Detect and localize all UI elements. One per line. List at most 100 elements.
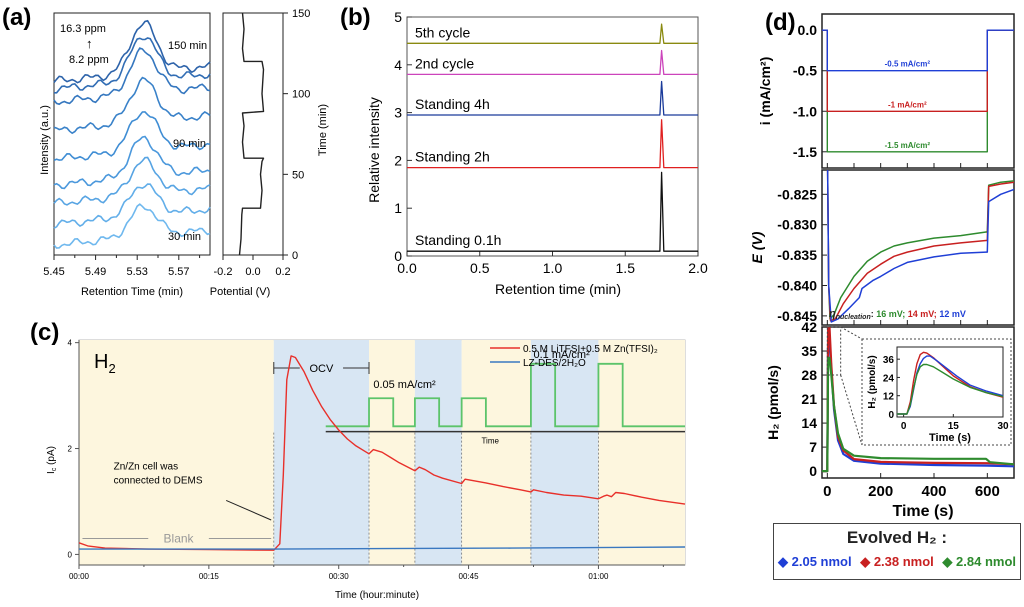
a-side-ytick-label: 100 <box>292 89 310 101</box>
b-series-line <box>407 171 698 252</box>
b-series-label: Standing 4h <box>415 96 490 112</box>
evolved-h2-item-green: ◆ 2.84 nmol <box>942 554 1016 570</box>
d-bottom-xtick-label: 200 <box>868 483 893 500</box>
d-current-step-line <box>822 29 1014 72</box>
evolved-h2-item-red: ◆ 2.38 nmol <box>860 554 934 570</box>
d-current-label: -0.5 mA/cm² <box>885 60 931 69</box>
a-chromatogram-line <box>53 135 211 190</box>
diamond-icon: ◆ <box>860 554 871 569</box>
b-xlabel: Retention time (min) <box>495 281 621 297</box>
evolved-h2-item-blue: ◆ 2.05 nmol <box>778 554 852 570</box>
d-mid-ytick-label: -0.825 <box>777 186 817 202</box>
d-zoom-connector <box>840 374 863 446</box>
d-mid-frame <box>821 169 1015 326</box>
c-legend-label: LZ-DES/2H₂O <box>523 358 586 369</box>
chart-d-stack: 0.0 -0.5 -1.0 -1.5 -1.5 mA/cm² -1 mA/cm² -0.5 … <box>749 13 1015 520</box>
a-chromatogram-line <box>53 19 211 84</box>
curve-label-150: 150 min <box>168 40 207 52</box>
d-current-label: -1.5 mA/cm² <box>885 141 931 150</box>
c-background-region <box>598 340 685 565</box>
diamond-icon: ◆ <box>778 554 788 569</box>
b-ytick-label: 4 <box>394 57 402 73</box>
a-chromatogram-line <box>53 183 211 229</box>
d-inset-h2-line <box>897 351 1004 415</box>
d-top-ytick-label: -1.0 <box>793 103 817 119</box>
c-background-region <box>461 340 531 565</box>
d-bottom-ytick-label: 7 <box>809 439 817 455</box>
a-side-xtick-label: 0.0 <box>245 266 260 278</box>
d-top-ytick-label: -0.5 <box>793 63 817 79</box>
b-ytick-label: 0 <box>394 248 402 264</box>
c-blank-label: Blank <box>164 532 195 546</box>
c-background-region <box>369 340 415 565</box>
d-bottom-xtick-label: 400 <box>921 483 946 500</box>
curve-label-90: 90 min <box>173 138 206 150</box>
d-top-ytick-label: 0.0 <box>798 22 818 38</box>
b-xtick-label: 0.5 <box>470 260 490 276</box>
b-series-label: Standing 0.1h <box>415 232 501 248</box>
chart-a-potential-time: -0.2 0.0 0.20 50 100 150 Potential (V) Time (… <box>210 8 329 298</box>
annotation-top-ppm: 16.3 ppm <box>60 23 106 35</box>
c-ytick-label: 4 <box>68 339 73 348</box>
a-side-ytick-label: 150 <box>292 8 310 20</box>
c-low-current-label: 0.05 mA/cm² <box>373 379 436 391</box>
d-zoom-connector <box>840 326 863 340</box>
a-xlabel: Retention Time (min) <box>81 286 183 298</box>
d-mid-ytick-label: -0.835 <box>777 247 817 263</box>
a-chromatogram-line <box>53 76 211 135</box>
d-bottom-xlabel: Time (s) <box>892 503 953 520</box>
c-ylabel: Ic (pA) <box>46 446 58 474</box>
b-ytick-label: 2 <box>394 152 402 168</box>
diamond-icon: ◆ <box>942 554 953 569</box>
d-inset-xtick-label: 15 <box>948 421 960 432</box>
d-bottom-ytick-label: 21 <box>801 391 817 407</box>
c-annotation-line1: Zn/Zn cell was <box>114 462 178 473</box>
a-side-frame <box>222 12 284 256</box>
d-potential-line <box>826 170 1014 323</box>
b-xtick-label: 0.0 <box>397 260 417 276</box>
d-bottom-ytick-label: 0 <box>809 463 817 479</box>
b-xtick-label: 2.0 <box>688 260 708 276</box>
d-bottom-ytick-label: 28 <box>801 367 817 383</box>
d-mid-ytick-label: -0.830 <box>777 217 817 233</box>
panel-label-b: (b) <box>340 4 371 31</box>
a-side-xtick-label: -0.2 <box>214 266 233 278</box>
b-series-line <box>407 80 698 116</box>
d-potential-line <box>826 170 1014 320</box>
c-background-region <box>414 340 462 565</box>
panel-label-c: (c) <box>30 319 59 346</box>
b-series-label: 2nd cycle <box>415 55 474 71</box>
c-background-region <box>530 340 599 565</box>
chart-a-chromatograms: 5.45 5.49 5.53 5.57 16.3 ppm ↑ 8.2 ppm 150 … <box>39 12 211 298</box>
c-annotation-line2: connected to DEMS <box>114 476 203 487</box>
d-bottom-xtick-label: 600 <box>975 483 1000 500</box>
d-inset-xtick-label: 0 <box>901 421 907 432</box>
a-chromatogram-line <box>53 111 211 161</box>
d-top-frame <box>821 13 1015 169</box>
chart-b-retention: 0.0 0.5 1.0 1.5 2.0 0 1 2 3 4 5 Standing 0.1h Standi… <box>366 9 708 297</box>
a-side-ytick-label: 50 <box>292 169 304 181</box>
b-xtick-label: 1.0 <box>543 260 563 276</box>
a-chromatogram-line <box>53 47 211 106</box>
d-h2-line <box>822 356 1014 473</box>
b-ytick-label: 5 <box>394 9 402 25</box>
d-current-label: -1 mA/cm² <box>888 100 927 109</box>
a-side-xlabel: Potential (V) <box>210 286 271 298</box>
d-inset-h2-line <box>897 363 1004 415</box>
c-xtick-label: 01:00 <box>588 572 609 581</box>
c-xtick-label: 00:00 <box>69 572 90 581</box>
a-chromatogram-line <box>53 156 211 206</box>
c-annotation-arrow <box>225 499 272 521</box>
d-inset-xlabel: Time (s) <box>929 432 971 444</box>
a-chromatogram-line <box>54 37 211 94</box>
panel-label-a: (a) <box>2 4 31 31</box>
d-mid-series-group <box>826 170 1014 323</box>
d-bottom-ylabel: H₂ (pmol/s) <box>765 365 781 440</box>
b-ytick-label: 1 <box>394 200 402 216</box>
annotation-bottom-ppm: 8.2 ppm <box>69 54 109 66</box>
a-xtick-label: 5.49 <box>85 266 106 278</box>
a-side-ytick-label: 0 <box>292 250 298 262</box>
c-series-line <box>78 355 686 551</box>
